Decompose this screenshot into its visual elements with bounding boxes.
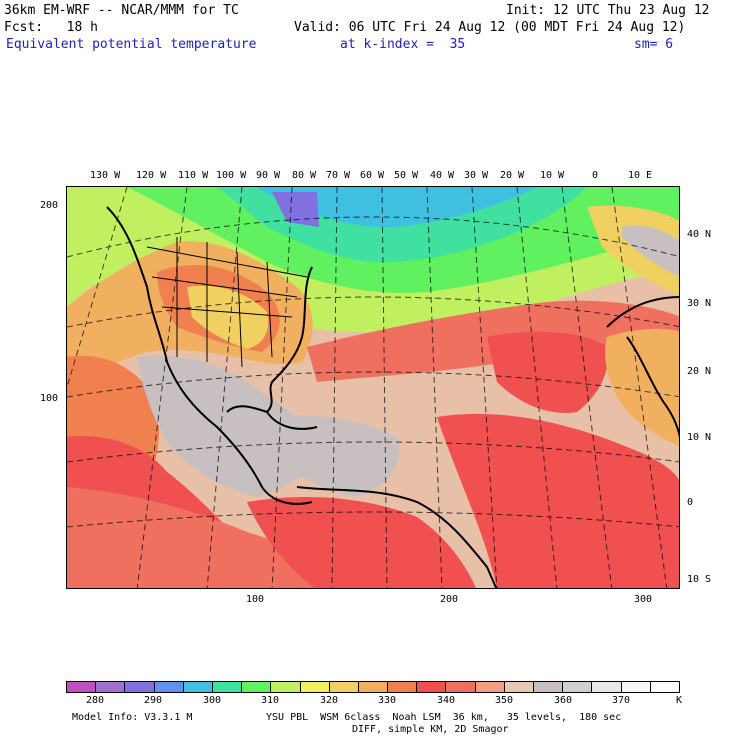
colorbar-swatch [183,682,213,692]
colorbar-swatch [534,682,564,692]
forecast-hour: Fcst: 18 h [4,20,98,35]
colorbar-label: 370 [612,695,631,706]
lon-label: 60 W [360,170,385,181]
colorbar-swatch [650,682,679,692]
grid-y-label: 200 [40,200,59,211]
colorbar-label: 330 [378,695,397,706]
colorbar-swatch [242,682,272,692]
colorbar-label: 290 [144,695,163,706]
colorbar-label: 350 [495,695,514,706]
colorbar-swatch [67,682,97,692]
model-title: 36km EM-WRF -- NCAR/MMM for TC [4,3,239,18]
colorbar-label: 340 [437,695,456,706]
lon-label: 100 W [216,170,247,181]
colorbar-swatch [446,682,476,692]
lon-label: 80 W [292,170,317,181]
level-label: at k-index = 35 [340,37,466,52]
lon-label: 130 W [90,170,121,181]
colorbar-unit: K [676,695,683,706]
lon-label: 120 W [136,170,167,181]
colorbar-swatch [504,682,534,692]
colorbar-swatch [621,682,651,692]
grid-y-label: 100 [40,393,59,404]
colorbar-swatch [388,682,418,692]
theta-e-map [66,186,680,589]
lon-label: 0 [592,170,599,181]
colorbar-label: 300 [203,695,222,706]
colorbar-swatch [212,682,243,692]
colorbar-swatch [300,682,330,692]
lat-label: 40 N [687,229,712,240]
colorbar-label: 280 [86,695,105,706]
colorbar-swatch [96,682,126,692]
grid-x-label: 300 [634,594,653,605]
lat-label: 30 N [687,298,712,309]
lon-label: 90 W [256,170,281,181]
lon-label: 20 W [500,170,525,181]
colorbar-swatch [358,682,389,692]
valid-time: Valid: 06 UTC Fri 24 Aug 12 (00 MDT Fri … [294,20,686,35]
init-time: Init: 12 UTC Thu 23 Aug 12 [506,3,710,18]
lon-label: 30 W [464,170,489,181]
colorbar-swatch [271,682,301,692]
colorbar-swatch [125,682,155,692]
colorbar-swatch [475,682,505,692]
diffusion-info: DIFF, simple KM, 2D Smagor [352,724,509,735]
physics-info: YSU PBL WSM 6class Noah LSM 36 km, 35 le… [266,712,622,723]
lon-label: 10 W [540,170,565,181]
lat-label: 10 N [687,432,712,443]
lon-label: 10 E [628,170,653,181]
colorbar-swatch [154,682,184,692]
colorbar-label: 310 [261,695,280,706]
smoothing-label: sm= 6 [634,37,674,52]
lat-label: 10 S [687,574,712,585]
lat-label: 20 N [687,366,712,377]
lat-label: 0 [687,497,694,508]
field-name: Equivalent potential temperature [6,37,257,52]
lon-label: 70 W [326,170,351,181]
colorbar [66,681,680,693]
colorbar-swatch [592,682,622,692]
model-info: Model Info: V3.3.1 M [72,712,193,723]
colorbar-swatch [563,682,593,692]
lon-label: 50 W [394,170,419,181]
colorbar-label: 320 [320,695,339,706]
lon-label: 40 W [430,170,455,181]
colorbar-swatch [329,682,359,692]
colorbar-label: 360 [554,695,573,706]
grid-x-label: 100 [246,594,265,605]
grid-x-label: 200 [440,594,459,605]
map-field-svg [67,187,679,588]
colorbar-swatch [417,682,447,692]
lon-label: 110 W [178,170,209,181]
